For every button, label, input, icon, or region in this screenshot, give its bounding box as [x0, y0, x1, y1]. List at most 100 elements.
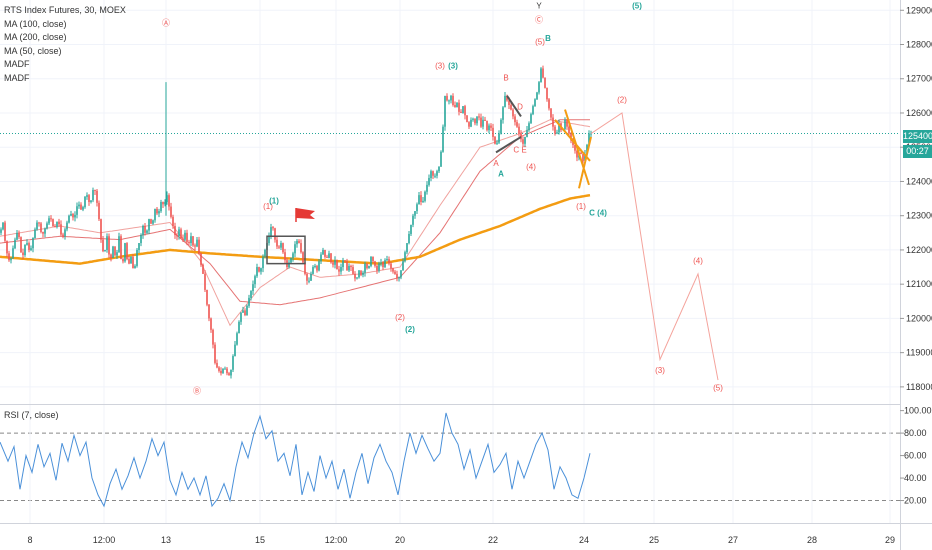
candle-body — [86, 195, 88, 197]
candle-body — [8, 253, 10, 261]
candle-body — [422, 200, 424, 202]
candle-body — [60, 224, 62, 235]
time-tick-label: 15 — [255, 535, 265, 545]
candle-body — [198, 239, 200, 254]
candle-body — [238, 321, 240, 334]
candle-body — [98, 202, 100, 220]
candle-body — [396, 273, 398, 279]
candle-body — [342, 260, 344, 268]
candle-body — [476, 116, 478, 124]
candle-body — [0, 229, 2, 233]
rsi-tick-label: 20.00 — [904, 496, 927, 506]
candle-body — [454, 104, 456, 108]
candle-body — [548, 99, 550, 109]
candle-body — [6, 240, 8, 254]
candle-body — [130, 256, 132, 264]
candle-body — [174, 225, 176, 236]
candle-body — [186, 232, 188, 242]
rsi-tick-label: 100.00 — [904, 406, 932, 416]
candle-body — [70, 213, 72, 216]
candle-body — [242, 310, 244, 313]
candle-body — [478, 116, 480, 118]
candle-body — [488, 125, 490, 131]
candle-body — [146, 230, 148, 233]
candle-body — [220, 370, 222, 374]
candle-body — [334, 260, 336, 265]
candle-body — [68, 215, 70, 223]
candle-body — [336, 260, 338, 270]
candle-body — [438, 166, 440, 172]
candle-body — [18, 232, 20, 238]
candle-body — [32, 237, 34, 249]
wave-projection-path — [590, 112, 719, 381]
candle-body — [230, 369, 232, 376]
candle-body — [512, 109, 514, 117]
candle-body — [472, 118, 474, 120]
candle-body — [400, 270, 402, 278]
moving-averages — [0, 119, 591, 327]
candle-body — [270, 227, 272, 237]
candle-body — [162, 202, 164, 205]
wave-label: (3) — [655, 366, 665, 375]
candle-body — [300, 243, 302, 253]
candle-body — [26, 243, 28, 245]
candle-body — [580, 152, 582, 155]
candle-body — [202, 264, 204, 274]
candle-body — [132, 256, 134, 269]
rsi-legend[interactable]: RSI (7, close) — [4, 410, 59, 420]
indicator-ma50[interactable]: MA (50, close) — [4, 45, 62, 56]
wave-label: B — [503, 73, 508, 82]
candle-body — [276, 239, 278, 247]
indicator-ma100[interactable]: MA (100, close) — [4, 18, 67, 29]
price-tick-label: 126000 — [906, 108, 932, 118]
candle-body — [468, 122, 470, 127]
wave-label: (5) — [535, 38, 545, 47]
candle-body — [128, 259, 130, 264]
indicator-madf-1[interactable]: MADF — [4, 59, 30, 69]
candle-body — [14, 239, 16, 249]
indicator-ma200[interactable]: MA (200, close) — [4, 32, 67, 42]
candle-body — [184, 232, 186, 240]
candle-body — [368, 265, 370, 269]
candle-body — [304, 262, 306, 274]
candle-body — [536, 92, 538, 100]
candle-body — [408, 233, 410, 244]
candle-body — [360, 270, 362, 276]
candle-body — [380, 262, 382, 264]
candle-body — [314, 265, 316, 268]
candle-body — [288, 262, 290, 268]
candle-body — [272, 227, 274, 229]
price-tick-label: 128000 — [906, 40, 932, 50]
candle-body — [534, 99, 536, 107]
candle-body — [490, 125, 492, 128]
candle-body — [442, 126, 444, 152]
candle-body — [118, 236, 120, 253]
candle-body — [416, 204, 418, 212]
candle-body — [264, 249, 266, 257]
candle-body — [426, 184, 428, 192]
candle-body — [320, 254, 322, 262]
candle-body — [150, 219, 152, 224]
wave-label: A — [498, 169, 504, 178]
candle-body — [506, 95, 508, 101]
candle-body — [388, 259, 390, 264]
candle-body — [554, 126, 556, 134]
candle-body — [418, 195, 420, 205]
candle-body — [448, 100, 450, 102]
candle-body — [558, 123, 560, 133]
candle-body — [56, 221, 58, 227]
candle-body — [474, 118, 476, 124]
candle-body — [460, 111, 462, 113]
candle-body — [188, 241, 190, 244]
candle-body — [374, 261, 376, 266]
candle-body — [572, 140, 574, 145]
candle-body — [362, 272, 364, 276]
candle-body — [382, 262, 384, 268]
candle-body — [508, 100, 510, 105]
candle-body — [104, 249, 106, 252]
wave-label: (5) — [713, 383, 723, 392]
price-tick-label: 129000 — [906, 5, 932, 15]
indicator-madf-2[interactable]: MADF — [4, 72, 30, 83]
candle-body — [378, 263, 380, 271]
